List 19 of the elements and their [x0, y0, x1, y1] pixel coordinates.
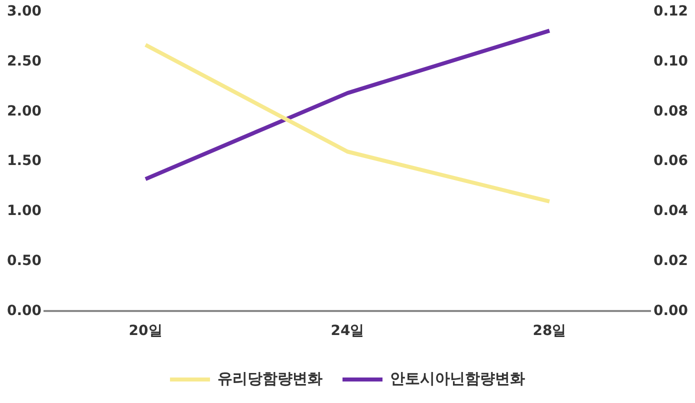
- legend-label: 유리당함량변화: [218, 369, 322, 388]
- y2-tick-label: 0.04: [653, 203, 688, 220]
- x-tick-label: 28일: [532, 323, 566, 340]
- y-tick-label: 1.00: [6, 203, 42, 220]
- y2-tick-label: 0.08: [653, 103, 688, 120]
- y-tick-label: 0.00: [6, 302, 42, 319]
- y-tick-label: 1.50: [6, 153, 42, 170]
- y2-tick-label: 0.12: [653, 4, 688, 20]
- x-tick-label: 24일: [330, 323, 364, 340]
- y2-tick-label: 0.02: [653, 252, 688, 269]
- y-tick-label: 0.50: [6, 252, 42, 269]
- y-tick-label: 3.00: [6, 4, 42, 20]
- y2-tick-label: 0.00: [653, 302, 688, 319]
- y-tick-label: 2.50: [6, 54, 42, 70]
- y-tick-label: 2.00: [6, 103, 42, 120]
- legend-label: 안토시아닌함량변화: [390, 369, 525, 388]
- y2-tick-label: 0.10: [653, 54, 688, 70]
- y2-tick-label: 0.06: [653, 153, 688, 170]
- x-tick-label: 20일: [128, 323, 162, 340]
